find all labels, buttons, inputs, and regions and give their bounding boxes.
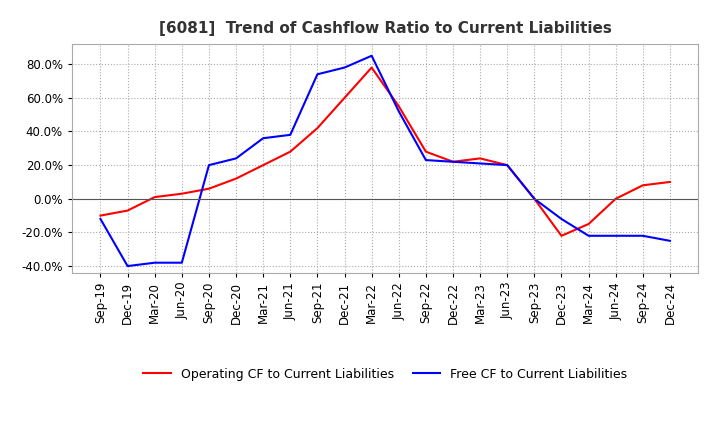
Operating CF to Current Liabilities [503, 162, 511, 168]
Free CF to Current Liabilities [259, 136, 268, 141]
Free CF to Current Liabilities [584, 233, 593, 238]
Free CF to Current Liabilities [476, 161, 485, 166]
Operating CF to Current Liabilities [421, 149, 430, 154]
Operating CF to Current Liabilities [259, 162, 268, 168]
Free CF to Current Liabilities [232, 156, 240, 161]
Operating CF to Current Liabilities [204, 186, 213, 191]
Free CF to Current Liabilities [204, 162, 213, 168]
Free CF to Current Liabilities [150, 260, 159, 265]
Operating CF to Current Liabilities [150, 194, 159, 200]
Free CF to Current Liabilities [665, 238, 674, 243]
Free CF to Current Liabilities [96, 216, 105, 222]
Free CF to Current Liabilities [123, 264, 132, 269]
Operating CF to Current Liabilities [395, 103, 403, 109]
Operating CF to Current Liabilities [557, 233, 566, 238]
Free CF to Current Liabilities [313, 72, 322, 77]
Operating CF to Current Liabilities [313, 125, 322, 131]
Free CF to Current Liabilities [395, 109, 403, 114]
Free CF to Current Liabilities [286, 132, 294, 137]
Free CF to Current Liabilities [503, 162, 511, 168]
Title: [6081]  Trend of Cashflow Ratio to Current Liabilities: [6081] Trend of Cashflow Ratio to Curren… [159, 21, 611, 36]
Free CF to Current Liabilities [557, 216, 566, 222]
Line: Free CF to Current Liabilities: Free CF to Current Liabilities [101, 56, 670, 266]
Operating CF to Current Liabilities [584, 221, 593, 227]
Operating CF to Current Liabilities [178, 191, 186, 196]
Operating CF to Current Liabilities [611, 196, 620, 202]
Free CF to Current Liabilities [421, 158, 430, 163]
Operating CF to Current Liabilities [96, 213, 105, 218]
Free CF to Current Liabilities [178, 260, 186, 265]
Free CF to Current Liabilities [449, 159, 457, 165]
Free CF to Current Liabilities [367, 53, 376, 59]
Operating CF to Current Liabilities [530, 196, 539, 202]
Operating CF to Current Liabilities [665, 180, 674, 185]
Free CF to Current Liabilities [341, 65, 349, 70]
Operating CF to Current Liabilities [286, 149, 294, 154]
Line: Operating CF to Current Liabilities: Operating CF to Current Liabilities [101, 68, 670, 236]
Operating CF to Current Liabilities [123, 208, 132, 213]
Free CF to Current Liabilities [611, 233, 620, 238]
Legend: Operating CF to Current Liabilities, Free CF to Current Liabilities: Operating CF to Current Liabilities, Fre… [138, 363, 632, 385]
Operating CF to Current Liabilities [639, 183, 647, 188]
Free CF to Current Liabilities [530, 196, 539, 202]
Free CF to Current Liabilities [639, 233, 647, 238]
Operating CF to Current Liabilities [476, 156, 485, 161]
Operating CF to Current Liabilities [232, 176, 240, 181]
Operating CF to Current Liabilities [367, 65, 376, 70]
Operating CF to Current Liabilities [449, 159, 457, 165]
Operating CF to Current Liabilities [341, 95, 349, 100]
